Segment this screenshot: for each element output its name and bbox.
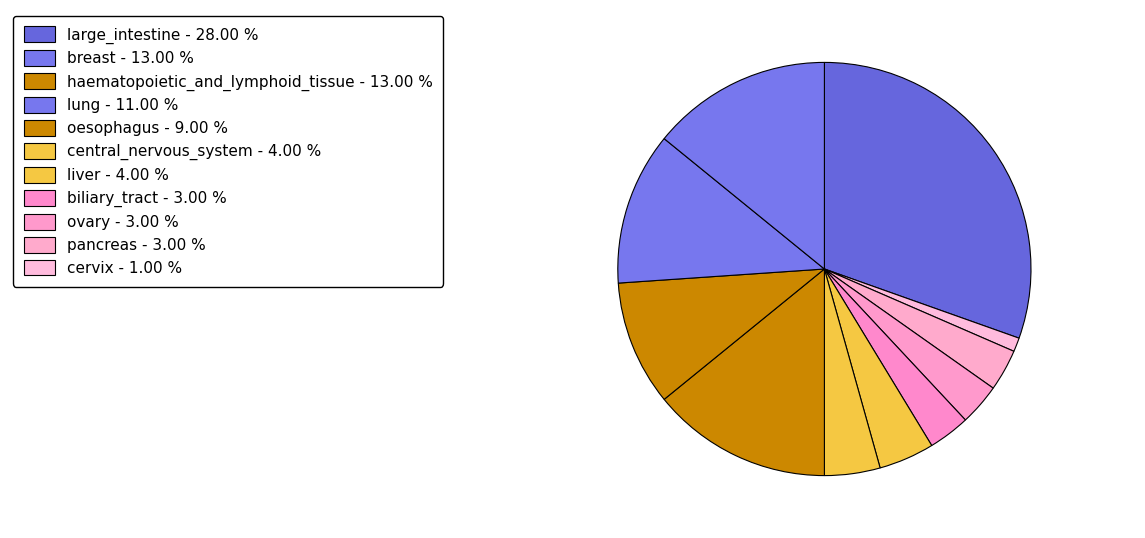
Wedge shape — [824, 269, 965, 445]
Wedge shape — [824, 62, 1030, 338]
Wedge shape — [824, 269, 881, 476]
Wedge shape — [664, 62, 824, 269]
Wedge shape — [824, 269, 993, 420]
Wedge shape — [824, 269, 1013, 388]
Legend: large_intestine - 28.00 %, breast - 13.00 %, haematopoietic_and_lymphoid_tissue : large_intestine - 28.00 %, breast - 13.0… — [14, 16, 443, 287]
Wedge shape — [664, 269, 824, 476]
Wedge shape — [618, 139, 824, 283]
Wedge shape — [618, 269, 824, 399]
Wedge shape — [824, 269, 932, 468]
Wedge shape — [824, 269, 1019, 351]
